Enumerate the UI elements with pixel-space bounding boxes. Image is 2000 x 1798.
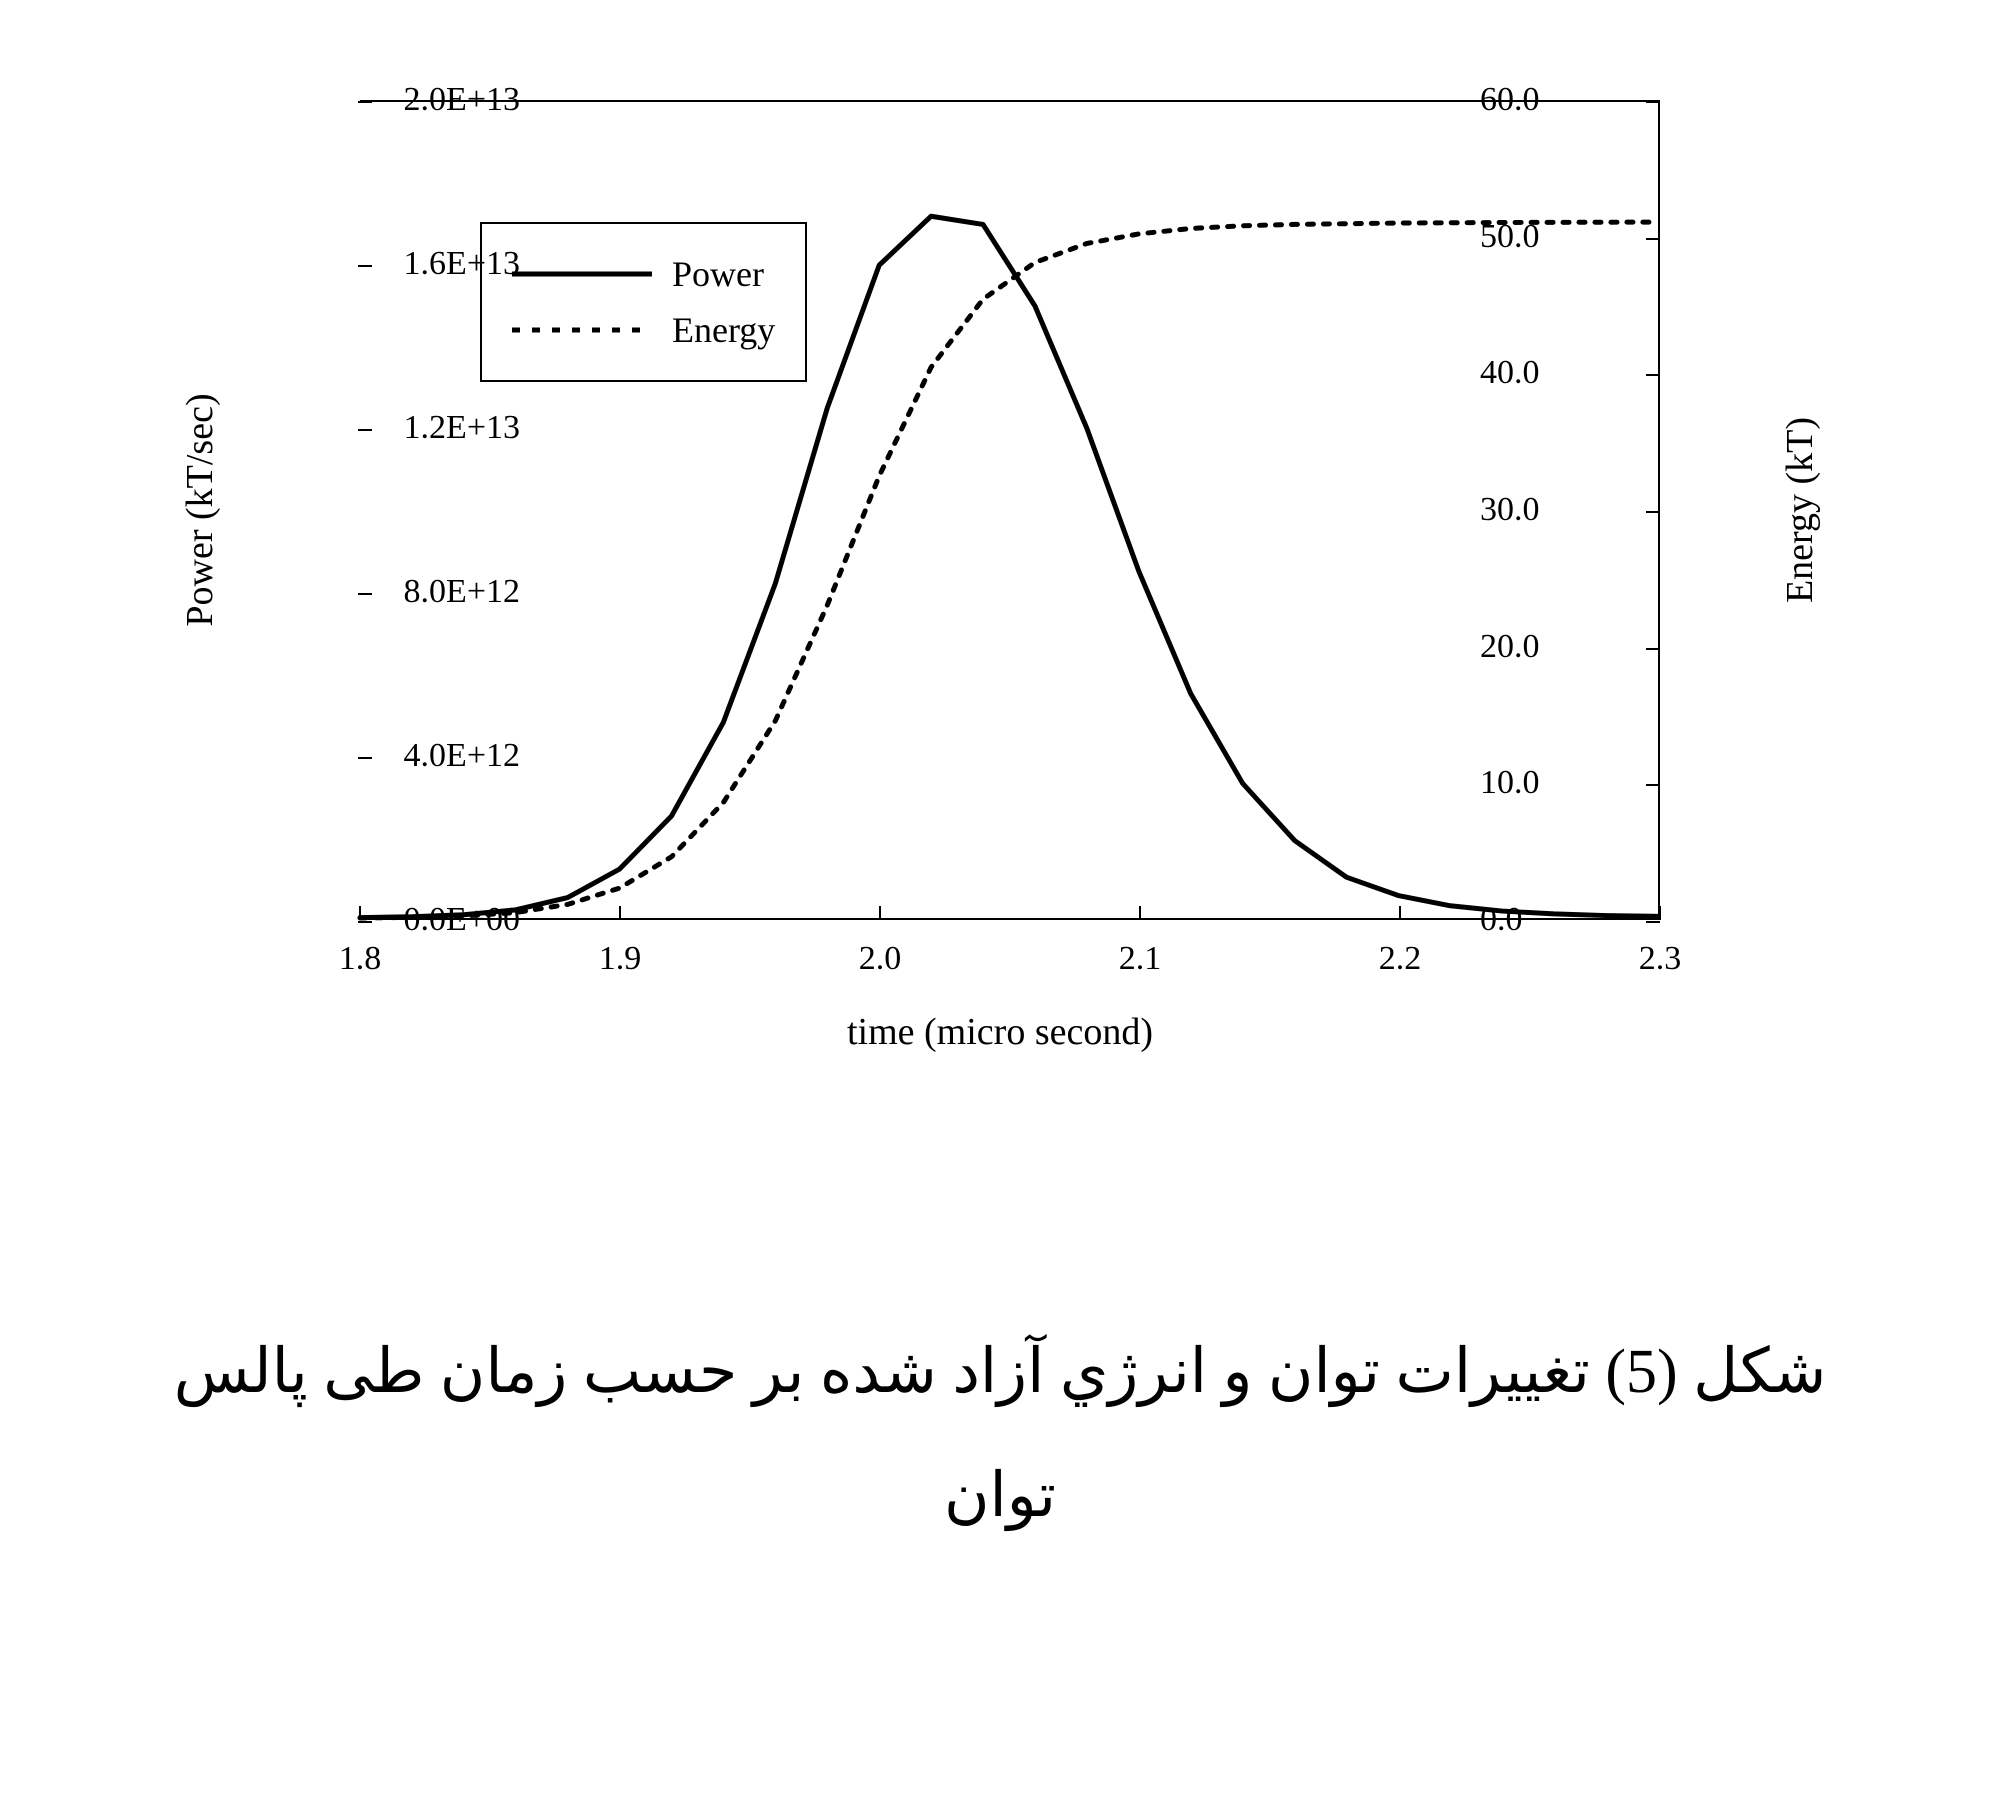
x-tick bbox=[1139, 906, 1141, 920]
y-right-tick-label: 60.0 bbox=[1480, 81, 1640, 119]
legend-swatch-power bbox=[512, 264, 652, 284]
x-tick bbox=[1659, 906, 1661, 920]
y-right-tick-label: 50.0 bbox=[1480, 218, 1640, 256]
figure-caption: شكل (5) تغييرات توان و انرژي آزاد شده بر… bbox=[150, 1310, 1850, 1558]
legend-swatch-energy bbox=[512, 320, 652, 340]
y-right-tick-label: 20.0 bbox=[1480, 628, 1640, 666]
y-right-tick bbox=[1646, 511, 1660, 513]
y-right-axis-title: Energy (kT) bbox=[1778, 417, 1822, 603]
x-tick-label: 2.1 bbox=[1119, 940, 1162, 978]
legend: Power Energy bbox=[480, 222, 807, 382]
x-tick-label: 1.8 bbox=[339, 940, 382, 978]
y-left-axis-title: Power (kT/sec) bbox=[178, 393, 222, 626]
x-axis-title: time (micro second) bbox=[160, 1010, 1840, 1054]
y-right-tick-label: 40.0 bbox=[1480, 354, 1640, 392]
chart-area: Power Energy Power (kT/sec) Energy (kT) … bbox=[160, 60, 1840, 1160]
legend-item-power: Power bbox=[512, 246, 775, 302]
y-right-tick-label: 0.0 bbox=[1480, 901, 1640, 939]
y-right-tick bbox=[1646, 648, 1660, 650]
y-right-tick-label: 10.0 bbox=[1480, 764, 1640, 802]
x-tick bbox=[1399, 906, 1401, 920]
x-tick-label: 2.0 bbox=[859, 940, 902, 978]
y-right-tick bbox=[1646, 374, 1660, 376]
legend-label-power: Power bbox=[672, 253, 764, 295]
y-right-tick bbox=[1646, 238, 1660, 240]
y-right-tick-label: 30.0 bbox=[1480, 491, 1640, 529]
x-tick-label: 1.9 bbox=[599, 940, 642, 978]
y-right-tick bbox=[1646, 784, 1660, 786]
legend-item-energy: Energy bbox=[512, 302, 775, 358]
x-tick bbox=[619, 906, 621, 920]
y-left-tick-label: 2.0E+13 bbox=[320, 81, 520, 119]
x-tick-label: 2.3 bbox=[1639, 940, 1682, 978]
y-left-tick-label: 0.0E+00 bbox=[320, 901, 520, 939]
y-right-tick bbox=[1646, 101, 1660, 103]
figure-container: Power Energy Power (kT/sec) Energy (kT) … bbox=[40, 40, 1960, 1558]
plot-box: Power Energy bbox=[360, 100, 1660, 920]
legend-label-energy: Energy bbox=[672, 309, 775, 351]
y-left-tick-label: 1.6E+13 bbox=[320, 245, 520, 283]
x-tick bbox=[879, 906, 881, 920]
y-left-tick-label: 4.0E+12 bbox=[320, 737, 520, 775]
y-left-tick-label: 8.0E+12 bbox=[320, 573, 520, 611]
y-left-tick-label: 1.2E+13 bbox=[320, 409, 520, 447]
x-tick-label: 2.2 bbox=[1379, 940, 1422, 978]
y-right-tick bbox=[1646, 921, 1660, 923]
